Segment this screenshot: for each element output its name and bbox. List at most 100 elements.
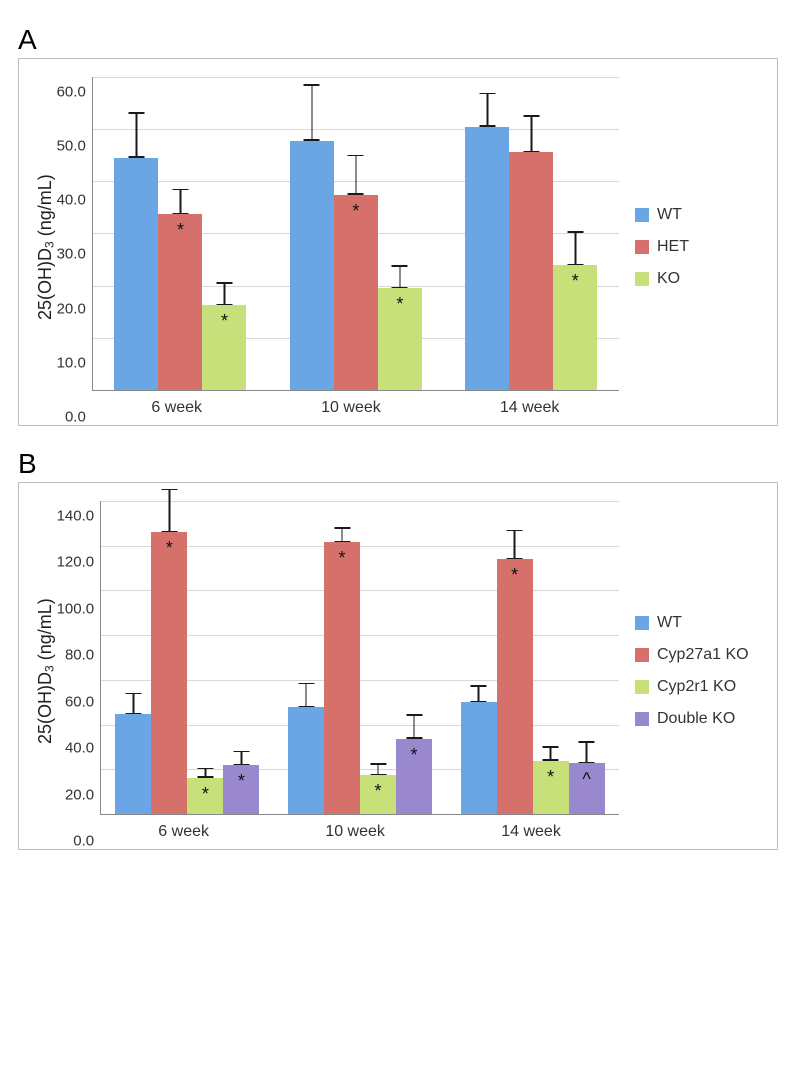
error-bar — [169, 489, 171, 533]
significance-mark: * — [238, 771, 245, 792]
ytick: 0.0 — [73, 833, 94, 848]
panel-b-label: B — [18, 448, 786, 480]
significance-mark: * — [411, 745, 418, 766]
significance-mark: * — [375, 781, 382, 802]
chart-a-bars: ***** — [93, 77, 619, 390]
ytick: 30.0 — [57, 247, 86, 262]
ytick: 60.0 — [65, 694, 94, 709]
xtick-label: 6 week — [151, 399, 202, 417]
legend-swatch — [635, 272, 649, 286]
bar-WT — [288, 707, 324, 814]
chart-b-legend: WTCyp27a1 KOCyp2r1 KODouble KO — [619, 501, 765, 841]
legend-label: Cyp2r1 KO — [657, 678, 736, 696]
chart-a-plotwrap: 0.010.020.030.040.050.060.0 ***** 6 week… — [57, 77, 619, 417]
ytick: 40.0 — [65, 741, 94, 756]
ytick: 140.0 — [57, 509, 95, 524]
legend-label: Cyp27a1 KO — [657, 646, 749, 664]
ytick: 40.0 — [57, 193, 86, 208]
significance-mark: ^ — [582, 769, 590, 790]
error-bar — [514, 530, 516, 559]
significance-mark: * — [547, 767, 554, 788]
bar-WT — [465, 127, 509, 391]
significance-mark: * — [166, 538, 173, 559]
bar-group: ** — [114, 77, 246, 390]
panel-a-label: A — [18, 24, 786, 56]
error-bar — [224, 282, 226, 305]
legend-swatch — [635, 240, 649, 254]
legend-swatch — [635, 616, 649, 630]
significance-mark: * — [221, 311, 228, 332]
significance-mark: * — [339, 548, 346, 569]
legend-label: WT — [657, 614, 682, 632]
chart-a-yticks: 0.010.020.030.040.050.060.0 — [57, 77, 92, 417]
ytick: 120.0 — [57, 555, 95, 570]
error-bar — [487, 93, 489, 127]
error-bar — [377, 763, 379, 775]
bar-KO: * — [553, 265, 597, 390]
significance-mark: * — [177, 220, 184, 241]
legend-item-Cyp2r1KO: Cyp2r1 KO — [635, 678, 765, 696]
bar-Cyp27a1KO: * — [497, 559, 533, 814]
bar-Cyp2r1KO: * — [360, 775, 396, 814]
legend-swatch — [635, 208, 649, 222]
xtick-label: 10 week — [321, 399, 381, 417]
ytick: 10.0 — [57, 355, 86, 370]
legend-item-WT: WT — [635, 614, 765, 632]
chart-b-bars: ********^ — [101, 501, 619, 814]
bar-group: *** — [115, 501, 259, 814]
bar-HET: * — [158, 214, 202, 390]
bar-DoubleKO: * — [396, 739, 432, 814]
bar-KO: * — [378, 288, 422, 390]
chart-b: 25(OH)D3 (ng/mL) 0.020.040.060.080.0100.… — [18, 482, 778, 850]
ytick: 50.0 — [57, 139, 86, 154]
ytick: 80.0 — [65, 648, 94, 663]
bar-WT — [290, 141, 334, 390]
chart-a-ylabel: 25(OH)D3 (ng/mL) — [31, 77, 57, 417]
bar-Cyp2r1KO: * — [533, 761, 569, 814]
legend-swatch — [635, 648, 649, 662]
error-bar — [136, 112, 138, 157]
chart-a: 25(OH)D3 (ng/mL) 0.010.020.030.040.050.0… — [18, 58, 778, 426]
bar-group: * * * — [288, 501, 432, 814]
ytick: 0.0 — [65, 409, 86, 424]
ytick: 20.0 — [65, 787, 94, 802]
legend-item-HET: HET — [635, 238, 765, 256]
error-bar — [531, 115, 533, 152]
bar-group: * * ^ — [461, 501, 605, 814]
error-bar — [241, 751, 243, 766]
xtick-label: 10 week — [325, 823, 385, 841]
bar-group: * — [465, 77, 597, 390]
xtick-label: 14 week — [500, 399, 560, 417]
bar-WT — [115, 714, 151, 814]
bar-Cyp27a1KO: * — [151, 532, 187, 814]
legend-item-KO: KO — [635, 270, 765, 288]
error-bar — [478, 685, 480, 702]
bar-HET — [509, 152, 553, 390]
bar-DoubleKO: ^ — [569, 763, 605, 814]
error-bar — [305, 683, 307, 707]
legend-label: WT — [657, 206, 682, 224]
chart-a-body: 25(OH)D3 (ng/mL) 0.010.020.030.040.050.0… — [31, 77, 765, 417]
error-bar — [550, 746, 552, 761]
bar-HET: * — [334, 195, 378, 391]
error-bar — [586, 741, 588, 763]
error-bar — [133, 693, 135, 715]
bar-WT — [114, 158, 158, 390]
error-bar — [575, 231, 577, 265]
error-bar — [355, 155, 357, 195]
error-bar — [399, 265, 401, 288]
bar-KO: * — [202, 305, 246, 390]
legend-item-Cyp27a1KO: Cyp27a1 KO — [635, 646, 765, 664]
xtick-label: 6 week — [158, 823, 209, 841]
legend-label: HET — [657, 238, 689, 256]
error-bar — [341, 527, 343, 542]
chart-b-plot: ********^ — [100, 501, 619, 815]
significance-mark: * — [511, 565, 518, 586]
chart-b-plotwrap: 0.020.040.060.080.0100.0120.0140.0 *****… — [57, 501, 619, 841]
significance-mark: * — [572, 271, 579, 292]
error-bar — [311, 84, 313, 141]
chart-a-xlabels: 6 week 10 week 14 week — [92, 391, 619, 417]
chart-b-body: 25(OH)D3 (ng/mL) 0.020.040.060.080.0100.… — [31, 501, 765, 841]
ytick: 60.0 — [57, 85, 86, 100]
error-bar — [205, 768, 207, 778]
